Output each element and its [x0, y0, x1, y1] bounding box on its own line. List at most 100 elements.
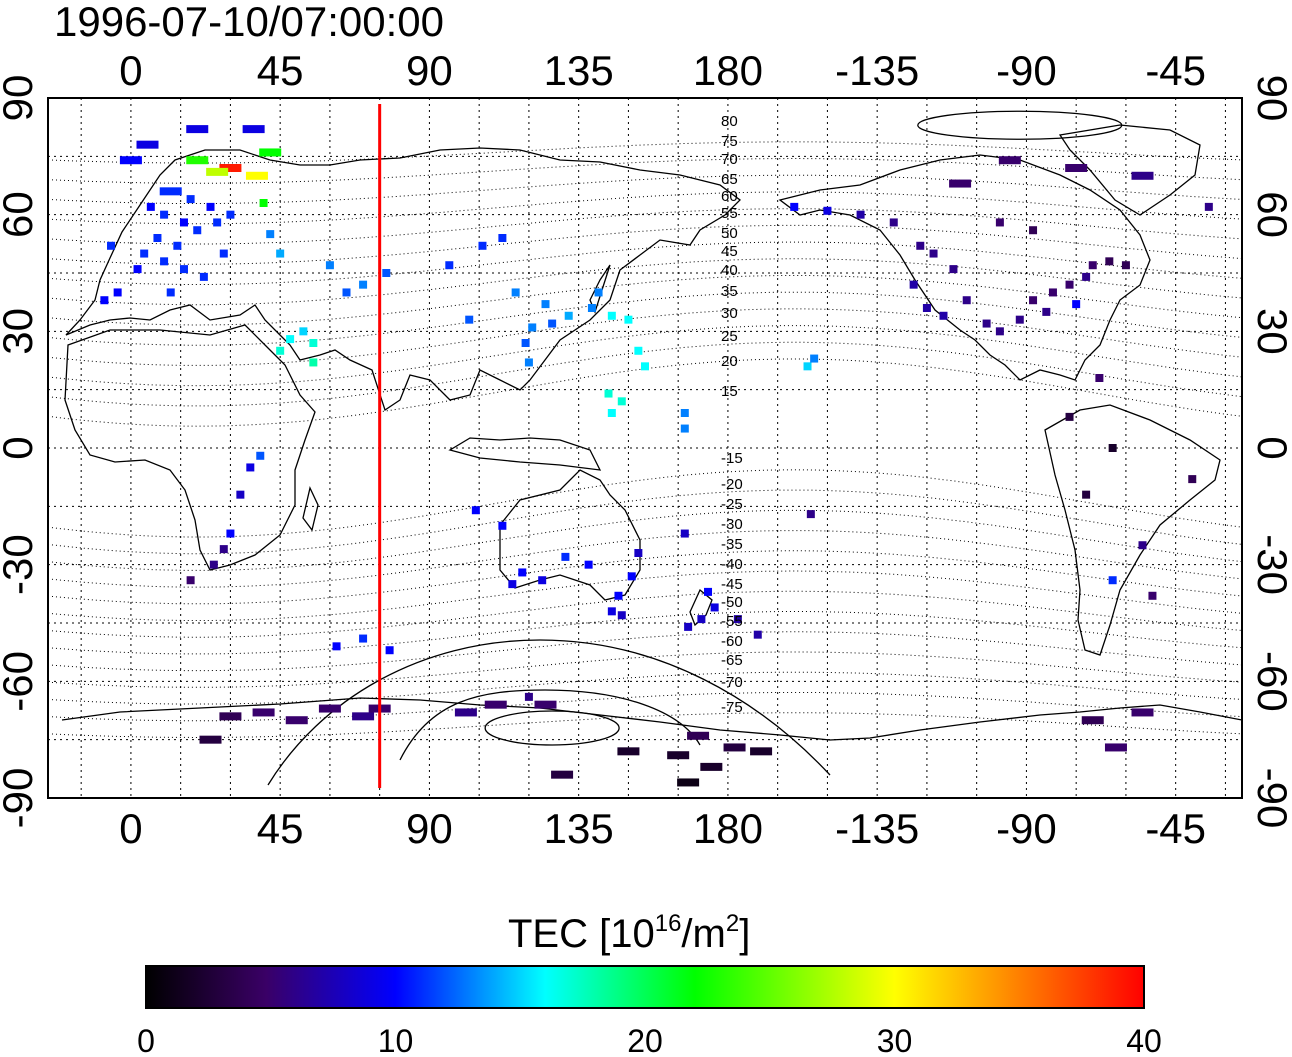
- tec-cell: [1029, 226, 1038, 235]
- lat-tick-label: 90: [0, 75, 41, 122]
- lat-tick-label: -60: [0, 651, 41, 712]
- mlat-label: -50: [721, 594, 743, 611]
- tec-cell: [687, 731, 710, 740]
- magnetic-pole-contour-south: [484, 710, 620, 746]
- lat-tick-label: 60: [0, 191, 41, 238]
- tec-cell: [617, 397, 626, 406]
- tec-cell: [454, 708, 477, 717]
- tec-cell: [465, 315, 474, 324]
- tec-cell: [498, 521, 507, 530]
- tec-cell: [242, 125, 265, 134]
- tec-cell: [998, 156, 1021, 165]
- tec-cell: [1072, 300, 1081, 309]
- tec-cell: [1204, 202, 1213, 211]
- tec-cell: [471, 506, 480, 515]
- tec-cell: [667, 751, 690, 760]
- tec-cell: [107, 241, 116, 250]
- tec-cell: [680, 409, 689, 417]
- tec-cell: [1065, 164, 1088, 172]
- lon-tick-label: 135: [544, 805, 614, 852]
- tec-cell: [700, 762, 723, 771]
- lon-tick-label: 45: [257, 805, 304, 852]
- tec-cell: [219, 249, 228, 258]
- tec-cell: [810, 354, 819, 363]
- tec-cell: [1121, 261, 1130, 270]
- tec-cell: [309, 358, 318, 367]
- colorbar-tick-label: 30: [877, 1023, 913, 1057]
- magnetic-latitude-contours: [48, 110, 1242, 786]
- tec-cell: [1188, 475, 1197, 484]
- tec-cell: [634, 346, 643, 355]
- mlat-label: 65: [721, 171, 738, 188]
- mlat-label: 70: [721, 151, 738, 168]
- tec-cell: [1105, 257, 1114, 266]
- tec-cell: [614, 591, 623, 600]
- colorbar-label: TEC [1016/m2]: [508, 910, 750, 956]
- coast-europe-asia: [65, 147, 741, 412]
- tec-cell: [186, 576, 195, 585]
- tec-cell: [634, 549, 643, 557]
- tec-cell: [916, 241, 925, 250]
- lat-tick-label: -90: [0, 768, 41, 829]
- tec-cell: [382, 269, 391, 277]
- tec-cell: [733, 615, 742, 624]
- tec-data-cells: [100, 125, 1213, 787]
- tec-cell: [584, 560, 593, 569]
- lat-tick-label: -30: [1249, 534, 1292, 595]
- tec-cell: [219, 712, 242, 721]
- tec-cell: [186, 195, 195, 204]
- tec-cell: [113, 288, 122, 297]
- lat-tick-label: 0: [0, 436, 41, 459]
- tec-cell: [929, 249, 938, 258]
- tec-cell: [484, 700, 507, 709]
- lon-tick-label: -90: [996, 47, 1057, 94]
- tec-cell: [697, 615, 706, 624]
- tec-cell: [1131, 708, 1154, 717]
- tec-cell: [119, 156, 142, 165]
- lon-tick-label: 180: [693, 805, 763, 852]
- lat-tick-label: 30: [1249, 308, 1292, 355]
- tec-cell: [803, 362, 812, 371]
- tec-cell: [607, 311, 616, 320]
- coast-antarctica: [61, 697, 1242, 741]
- tec-cell: [199, 272, 208, 281]
- tec-cell: [246, 463, 255, 472]
- mlat-label: 20: [721, 353, 738, 370]
- tec-cell: [318, 704, 341, 713]
- magnetic-contour: [48, 191, 1242, 225]
- tec-cell: [587, 304, 596, 312]
- magnetic-contour: [48, 325, 1242, 387]
- mlat-label: 15: [721, 383, 738, 400]
- tec-cell: [245, 171, 268, 180]
- tec-cell: [1042, 307, 1051, 316]
- tec-cell: [299, 327, 308, 336]
- lon-tick-label: 0: [119, 805, 142, 852]
- coast-greenland: [1058, 124, 1201, 216]
- tec-cell: [551, 770, 574, 779]
- tec-cell: [1065, 412, 1074, 421]
- tec-cell: [541, 300, 550, 309]
- mlat-label: -55: [721, 613, 743, 630]
- tec-cell: [607, 409, 616, 417]
- tec-cell: [1148, 591, 1157, 600]
- tec-cell: [342, 288, 351, 297]
- tec-cell: [266, 230, 275, 239]
- tec-cell: [677, 778, 700, 787]
- mlat-label: 30: [721, 305, 738, 322]
- lat-tick-label: 30: [0, 308, 41, 355]
- magnetic-contour: [48, 530, 1242, 588]
- tec-cell: [508, 580, 517, 589]
- tec-cell: [1065, 280, 1074, 289]
- tec-cell: [359, 634, 368, 643]
- tec-cell: [166, 288, 175, 297]
- tec-cell: [252, 708, 275, 717]
- tec-cell: [478, 241, 487, 250]
- tec-cell: [226, 529, 235, 538]
- magnetic-contour-south-mid: [399, 689, 701, 761]
- tec-cell: [259, 148, 282, 157]
- tec-cell: [604, 389, 613, 398]
- tec-cell: [146, 202, 155, 211]
- tec-cell: [710, 603, 719, 612]
- tec-cell: [518, 568, 527, 577]
- tec-cell: [133, 265, 142, 274]
